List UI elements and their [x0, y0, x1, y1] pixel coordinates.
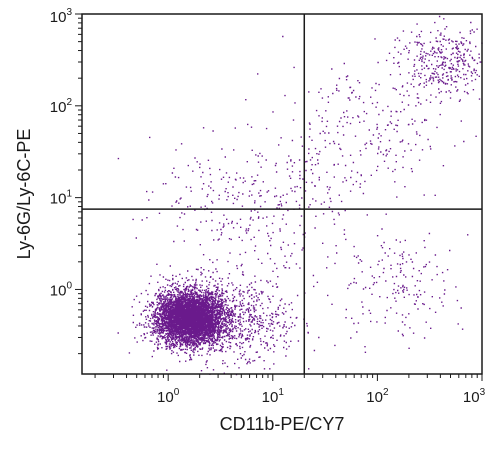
y-tick-label: 102: [50, 97, 73, 116]
x-tick-label: 102: [366, 387, 389, 406]
y-axis-label: Ly-6G/Ly-6C-PE: [14, 129, 34, 260]
y-axis-ticks: 100 101 102 103: [50, 7, 82, 355]
x-tick-label: 101: [262, 387, 285, 406]
y-tick-label: 101: [50, 189, 73, 208]
x-tick-label: 103: [463, 387, 486, 406]
y-tick-label: 103: [50, 7, 73, 26]
y-tick-label: 100: [50, 280, 73, 299]
x-axis-ticks: 100 101 102 103: [94, 374, 486, 406]
x-axis-label: CD11b-PE/CY7: [220, 414, 345, 434]
x-tick-label: 100: [157, 387, 180, 406]
event-dots: [117, 15, 483, 376]
plot-frame: [81, 13, 483, 375]
event-points: [117, 15, 483, 376]
